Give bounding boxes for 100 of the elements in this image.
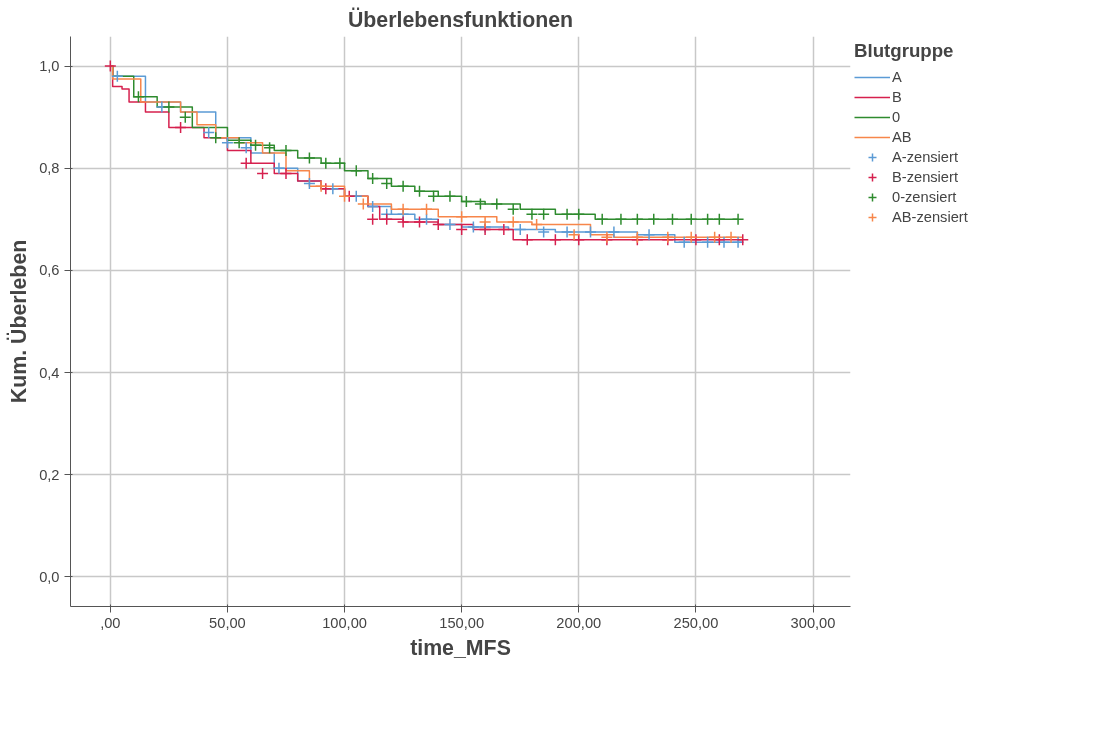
point [338,190,351,203]
point [239,141,253,155]
point [209,131,222,144]
point [221,136,234,149]
point [279,144,293,157]
point [366,200,379,213]
point [396,202,410,216]
y-tick-label: 0,8 [39,160,60,177]
point [506,215,520,229]
point [708,230,721,244]
point [530,218,543,231]
point [521,233,534,247]
point [111,70,124,83]
y-tick-label: 0,0 [39,568,60,585]
point [513,223,527,236]
point [256,167,269,180]
point [537,207,550,221]
legend-label: A [892,69,903,85]
x-tick-label: 250,00 [673,614,719,631]
point [701,213,714,226]
point [366,213,379,226]
point [314,179,328,193]
x-axis-title: time_MFS [410,635,511,660]
point [174,121,187,134]
chart-title: Überlebensfunktionen [347,6,574,32]
point [443,218,457,231]
y-tick-label: 1,0 [39,58,60,75]
point [631,213,644,226]
point [460,195,473,208]
point [614,213,628,226]
point [684,213,698,226]
legend-label: 0 [892,109,902,125]
point [572,207,586,221]
point [713,233,726,247]
point [202,126,215,139]
point [560,207,574,221]
point [413,185,426,198]
point [162,100,176,114]
x-tick-label: 150,00 [439,614,485,631]
point [104,59,117,73]
point [413,215,426,229]
legend-label: 0-zensiert [892,189,957,205]
point [132,90,145,104]
point [684,230,698,244]
y-axis-title: Kum. Überleben [6,239,32,404]
point [666,213,679,226]
point [595,213,609,226]
point [366,172,379,185]
point [319,182,333,195]
x-tick-label: 300,00 [790,614,836,631]
point [380,213,393,226]
point [272,162,286,175]
point [731,213,745,226]
point [303,151,316,165]
point [607,225,621,239]
point [724,230,738,244]
point [232,136,246,149]
point [179,110,192,124]
point [467,220,480,234]
point [357,197,370,211]
y-tick-label: 0,2 [39,466,60,483]
point [249,139,262,152]
point [432,218,445,231]
point [420,202,433,216]
point [525,207,539,221]
point [736,233,749,247]
point [303,177,316,190]
point [490,197,504,211]
point [584,225,597,239]
point [263,141,276,155]
point [319,156,333,170]
point [239,156,253,170]
point [396,215,410,229]
point [567,228,581,241]
x-tick-label: 200,00 [556,614,602,631]
point [443,190,457,203]
legend-label: B [892,89,903,105]
point [560,225,574,239]
point [647,213,660,226]
y-tick-label: 0,6 [39,262,60,279]
point [537,225,550,239]
x-tick-label: ,00 [100,614,121,631]
point [350,164,363,178]
point [279,167,293,180]
legend-title: Blutgruppe [854,40,955,62]
point [478,215,492,229]
point [713,213,726,226]
x-tick-label: 50,00 [209,614,246,631]
point [333,156,347,170]
point [506,202,520,216]
y-tick-label: 0,4 [39,364,60,381]
point [455,210,468,224]
legend-label: AB-zensiert [892,209,968,225]
x-tick-label: 100,00 [322,614,367,631]
point [396,179,410,193]
legend-label: AB [892,129,912,145]
point [549,233,562,247]
point [497,223,511,236]
point [474,197,487,211]
point [701,236,714,249]
